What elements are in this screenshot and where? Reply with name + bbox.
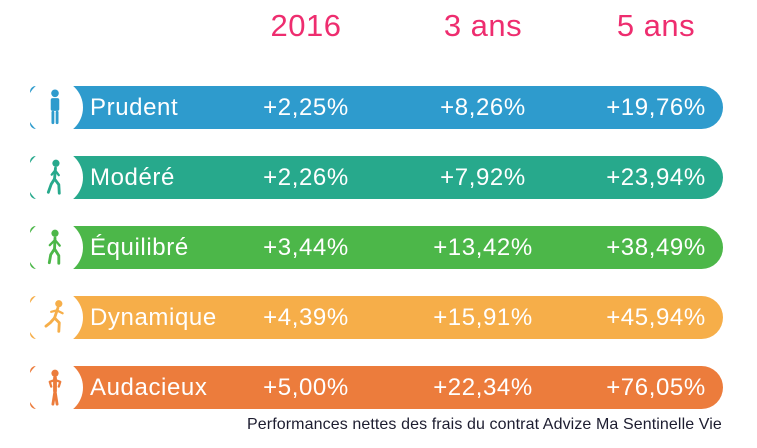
profile-label: Dynamique bbox=[90, 304, 217, 331]
profile-row-dynamique: Dynamique +4,39% +15,91% +45,94% bbox=[26, 289, 723, 346]
profile-row-audacieux: Audacieux +5,00% +22,34% +76,05% bbox=[26, 359, 723, 416]
value-3ans: +22,34% bbox=[433, 374, 533, 401]
value-3ans: +7,92% bbox=[440, 164, 526, 191]
profile-label: Prudent bbox=[90, 94, 179, 121]
value-5ans: +38,49% bbox=[606, 234, 706, 261]
person-hands-on-hips-icon bbox=[48, 369, 61, 406]
profile-icon-badge bbox=[26, 219, 83, 276]
person-running-icon bbox=[44, 299, 64, 333]
profile-label: Audacieux bbox=[90, 374, 208, 401]
profile-icon-badge bbox=[26, 79, 83, 136]
profile-icon-badge bbox=[26, 359, 83, 416]
profile-icon-badge bbox=[26, 289, 83, 346]
column-header-2016: 2016 bbox=[270, 8, 342, 43]
profile-row-modere: Modéré +2,26% +7,92% +23,94% bbox=[26, 149, 723, 206]
value-5ans: +19,76% bbox=[606, 94, 706, 121]
footnote: Performances nettes des frais du contrat… bbox=[247, 416, 722, 433]
person-striding-icon bbox=[47, 229, 61, 265]
value-3ans: +8,26% bbox=[440, 94, 526, 121]
value-2016: +4,39% bbox=[263, 304, 349, 331]
column-header-5ans: 5 ans bbox=[616, 8, 696, 43]
value-2016: +2,26% bbox=[263, 164, 349, 191]
value-2016: +2,25% bbox=[263, 94, 349, 121]
column-header-3ans: 3 ans bbox=[443, 8, 523, 43]
profile-icon-badge bbox=[26, 149, 83, 206]
person-standing-icon bbox=[50, 88, 59, 124]
value-2016: +3,44% bbox=[263, 234, 349, 261]
value-5ans: +45,94% bbox=[606, 304, 706, 331]
person-walking-icon bbox=[46, 159, 61, 195]
profile-label: Équilibré bbox=[90, 234, 189, 261]
value-3ans: +15,91% bbox=[433, 304, 533, 331]
value-2016: +5,00% bbox=[263, 374, 349, 401]
profile-row-prudent: Prudent +2,25% +8,26% +19,76% bbox=[26, 79, 723, 136]
profile-label: Modéré bbox=[90, 164, 175, 191]
value-5ans: +76,05% bbox=[606, 374, 706, 401]
value-3ans: +13,42% bbox=[433, 234, 533, 261]
profile-row-equilibre: Équilibré +3,44% +13,42% +38,49% bbox=[26, 219, 723, 276]
value-5ans: +23,94% bbox=[606, 164, 706, 191]
